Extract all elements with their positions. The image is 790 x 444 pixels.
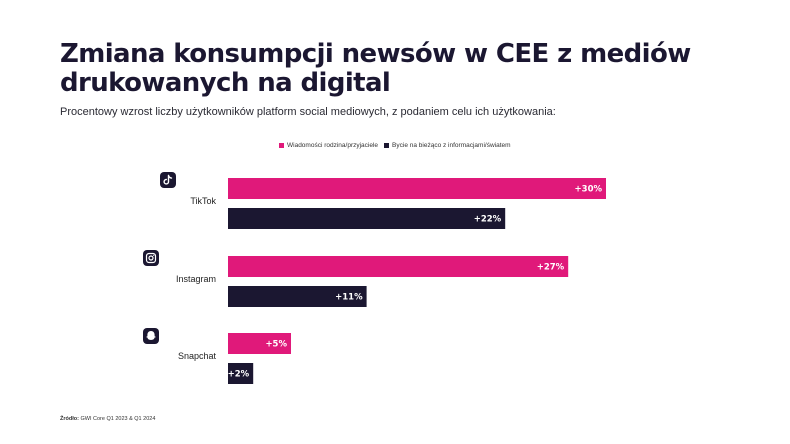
legend-item-family: Wiadomości rodzina/przyjaciele (279, 142, 378, 149)
category-label: TikTok (190, 196, 216, 206)
legend-swatch-pink (279, 143, 284, 148)
instagram-glyph-frame (145, 252, 157, 264)
data-label: +27% (537, 263, 565, 273)
legend-swatch-navy (384, 143, 390, 148)
category-label: Instagram (176, 274, 216, 284)
data-label: +30% (575, 185, 603, 195)
legend-item-news: Bycie na bieżąco z informacjami/światem (384, 142, 511, 149)
data-label: +11% (335, 293, 363, 303)
bar (228, 286, 367, 307)
data-label: +5% (265, 340, 287, 350)
snapchat-glyph (146, 331, 156, 340)
instagram-glyph-dot (153, 254, 155, 256)
bar (228, 208, 506, 229)
subtitle: Procentowy wzrost liczby użytkowników pl… (60, 106, 556, 118)
tiktok-glyph (163, 174, 173, 185)
legend: Wiadomości rodzina/przyjaciele Bycie na … (279, 142, 511, 149)
source-text: GWI Core Q1 2023 & Q1 2024 (80, 416, 156, 422)
legend-label-news: Bycie na bieżąco z informacjami/światem (392, 142, 511, 149)
instagram-glyph-lens (148, 255, 154, 261)
instagram-icon-bg (143, 250, 159, 266)
category-label: Snapchat (178, 351, 217, 361)
source-label: Źródło: (60, 416, 79, 422)
legend-label-family: Wiadomości rodzina/przyjaciele (287, 142, 379, 149)
bar (228, 178, 606, 199)
bar (228, 333, 291, 354)
bar (228, 256, 569, 277)
page-title: Zmiana konsumpcji newsów w CEE z mediów … (60, 39, 691, 98)
bar (228, 363, 254, 384)
data-label: +2% (228, 370, 250, 380)
data-label: +22% (474, 215, 502, 225)
source-note: Źródło: GWI Core Q1 2023 & Q1 2024 (60, 416, 155, 422)
